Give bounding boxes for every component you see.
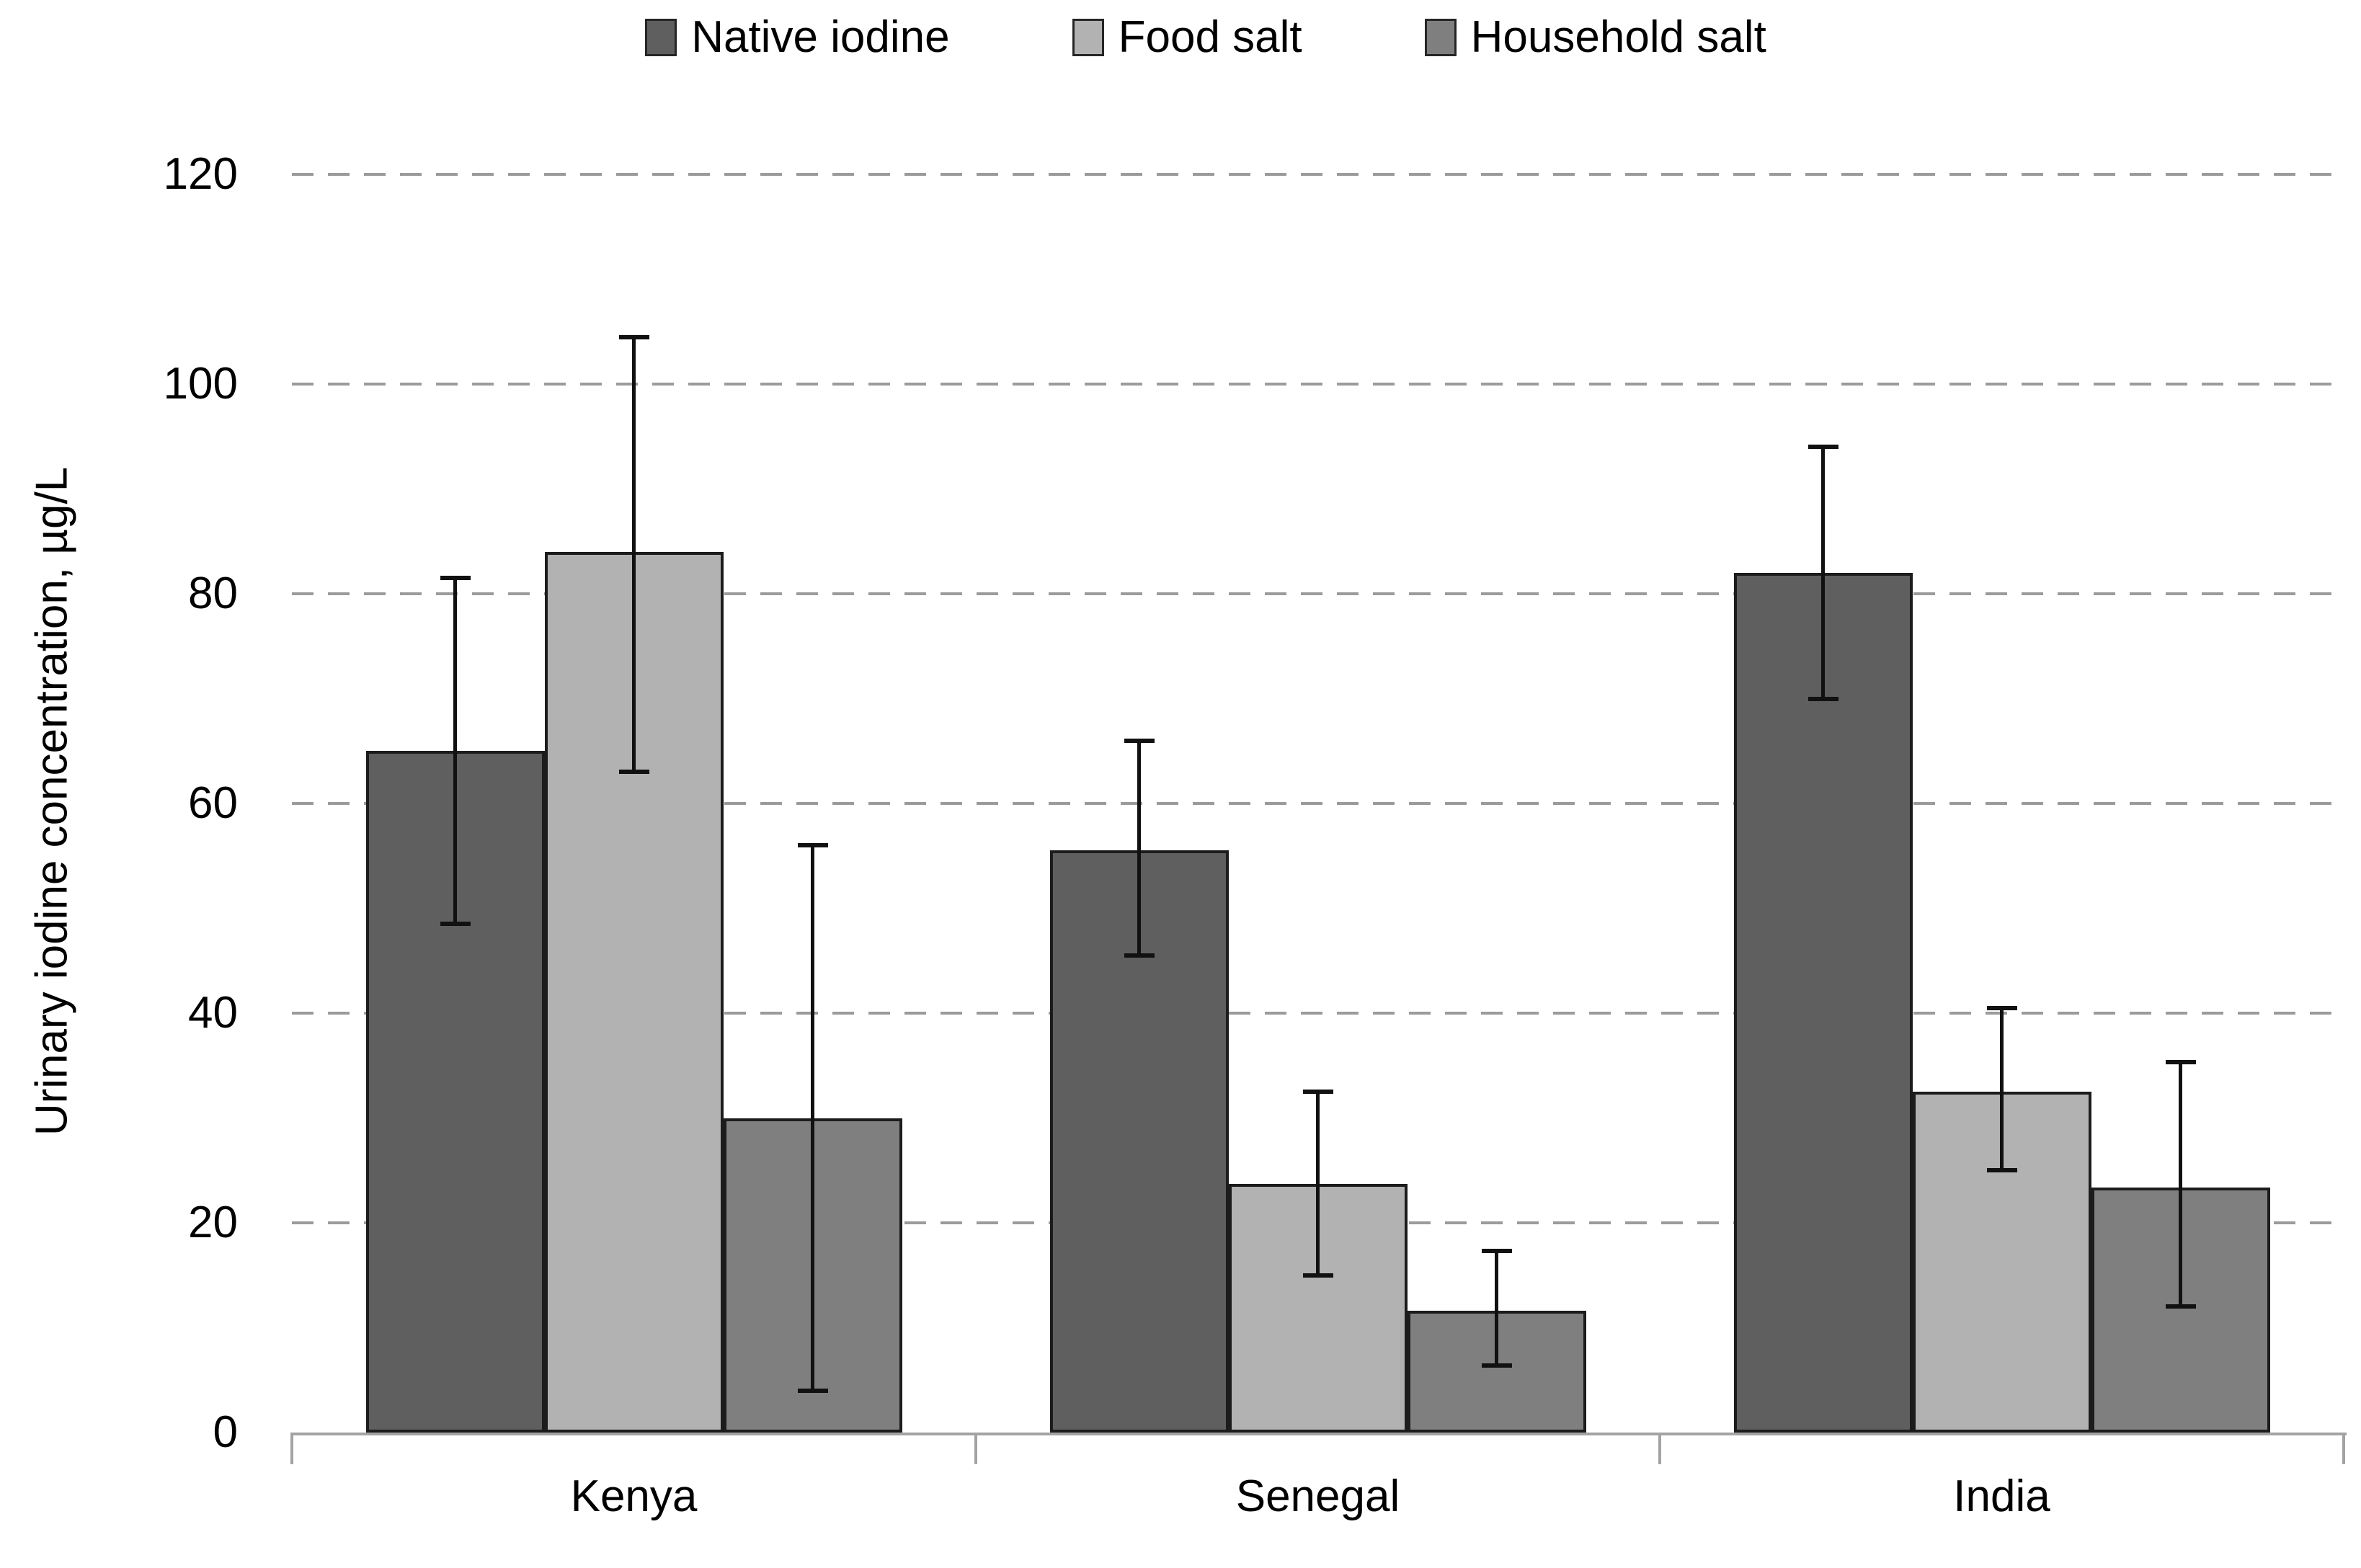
- error-bar-native-iodine-india: [1821, 447, 1825, 699]
- error-bar-food-salt-kenya: [632, 337, 636, 772]
- legend-swatch-icon: [1072, 19, 1104, 56]
- legend-item-food-salt: Food salt: [1072, 15, 1302, 60]
- error-bar-cap-bottom: [2165, 1304, 2196, 1309]
- gridline-80: [292, 592, 2344, 595]
- y-tick-label: 40: [188, 988, 238, 1038]
- error-bar-food-salt-india: [2000, 1007, 2004, 1171]
- y-tick-label: 60: [188, 778, 238, 828]
- error-bar-cap-top: [440, 576, 471, 581]
- error-bar-cap-top: [1481, 1249, 1512, 1254]
- error-bar-native-iodine-kenya: [453, 578, 457, 925]
- error-bar-cap-top: [1302, 1090, 1333, 1095]
- x-axis-tick: [974, 1433, 977, 1464]
- legend-swatch-icon: [1424, 19, 1457, 56]
- error-bar-household-salt-senegal: [1495, 1251, 1498, 1366]
- chart-legend: Native iodine Food salt Household salt: [0, 3, 2361, 72]
- legend-item-household-salt: Household salt: [1424, 12, 1766, 62]
- y-tick-label: 100: [163, 359, 238, 409]
- legend-label: Food salt: [1118, 12, 1302, 62]
- error-bar-household-salt-india: [2179, 1062, 2182, 1307]
- error-bar-cap-bottom: [440, 922, 471, 927]
- x-axis-tick: [2342, 1433, 2345, 1464]
- bar-native-iodine-india: [1733, 572, 1913, 1433]
- error-bar-cap-bottom: [1302, 1273, 1333, 1278]
- error-bar-cap-bottom: [1124, 953, 1155, 958]
- legend-label: Household salt: [1470, 12, 1766, 62]
- legend-label: Native iodine: [691, 12, 950, 62]
- error-bar-cap-top: [2165, 1060, 2196, 1065]
- gridline-120: [292, 173, 2344, 176]
- gridline-100: [292, 383, 2344, 386]
- x-category-label: India: [1953, 1471, 2050, 1521]
- x-category-label: Kenya: [570, 1471, 698, 1521]
- error-bar-cap-bottom: [1986, 1168, 2017, 1173]
- x-axis-line: [292, 1433, 2347, 1435]
- legend-item-native-iodine: Native iodine: [645, 12, 950, 62]
- error-bar-cap-top: [618, 334, 649, 339]
- x-category-label: Senegal: [1235, 1471, 1400, 1521]
- error-bar-cap-bottom: [618, 770, 649, 775]
- y-tick-label: 120: [163, 149, 238, 199]
- error-bar-cap-bottom: [1808, 696, 1838, 701]
- error-bar-household-salt-kenya: [811, 845, 814, 1391]
- error-bar-food-salt-senegal: [1316, 1092, 1320, 1275]
- legend-swatch-icon: [645, 19, 677, 56]
- gridline-60: [292, 802, 2344, 805]
- x-axis-tick: [1658, 1433, 1661, 1464]
- error-bar-cap-top: [1986, 1005, 2017, 1010]
- y-tick-label: 80: [188, 569, 238, 618]
- error-bar-cap-top: [797, 843, 828, 848]
- error-bar-cap-bottom: [797, 1388, 828, 1393]
- error-bar-native-iodine-senegal: [1137, 740, 1141, 956]
- x-axis-tick: [290, 1433, 293, 1464]
- error-bar-cap-top: [1808, 445, 1838, 450]
- error-bar-cap-bottom: [1481, 1363, 1512, 1368]
- y-tick-label: 20: [188, 1198, 238, 1247]
- gridline-40: [292, 1012, 2344, 1015]
- y-tick-label: 0: [213, 1407, 238, 1457]
- error-bar-cap-top: [1124, 738, 1155, 743]
